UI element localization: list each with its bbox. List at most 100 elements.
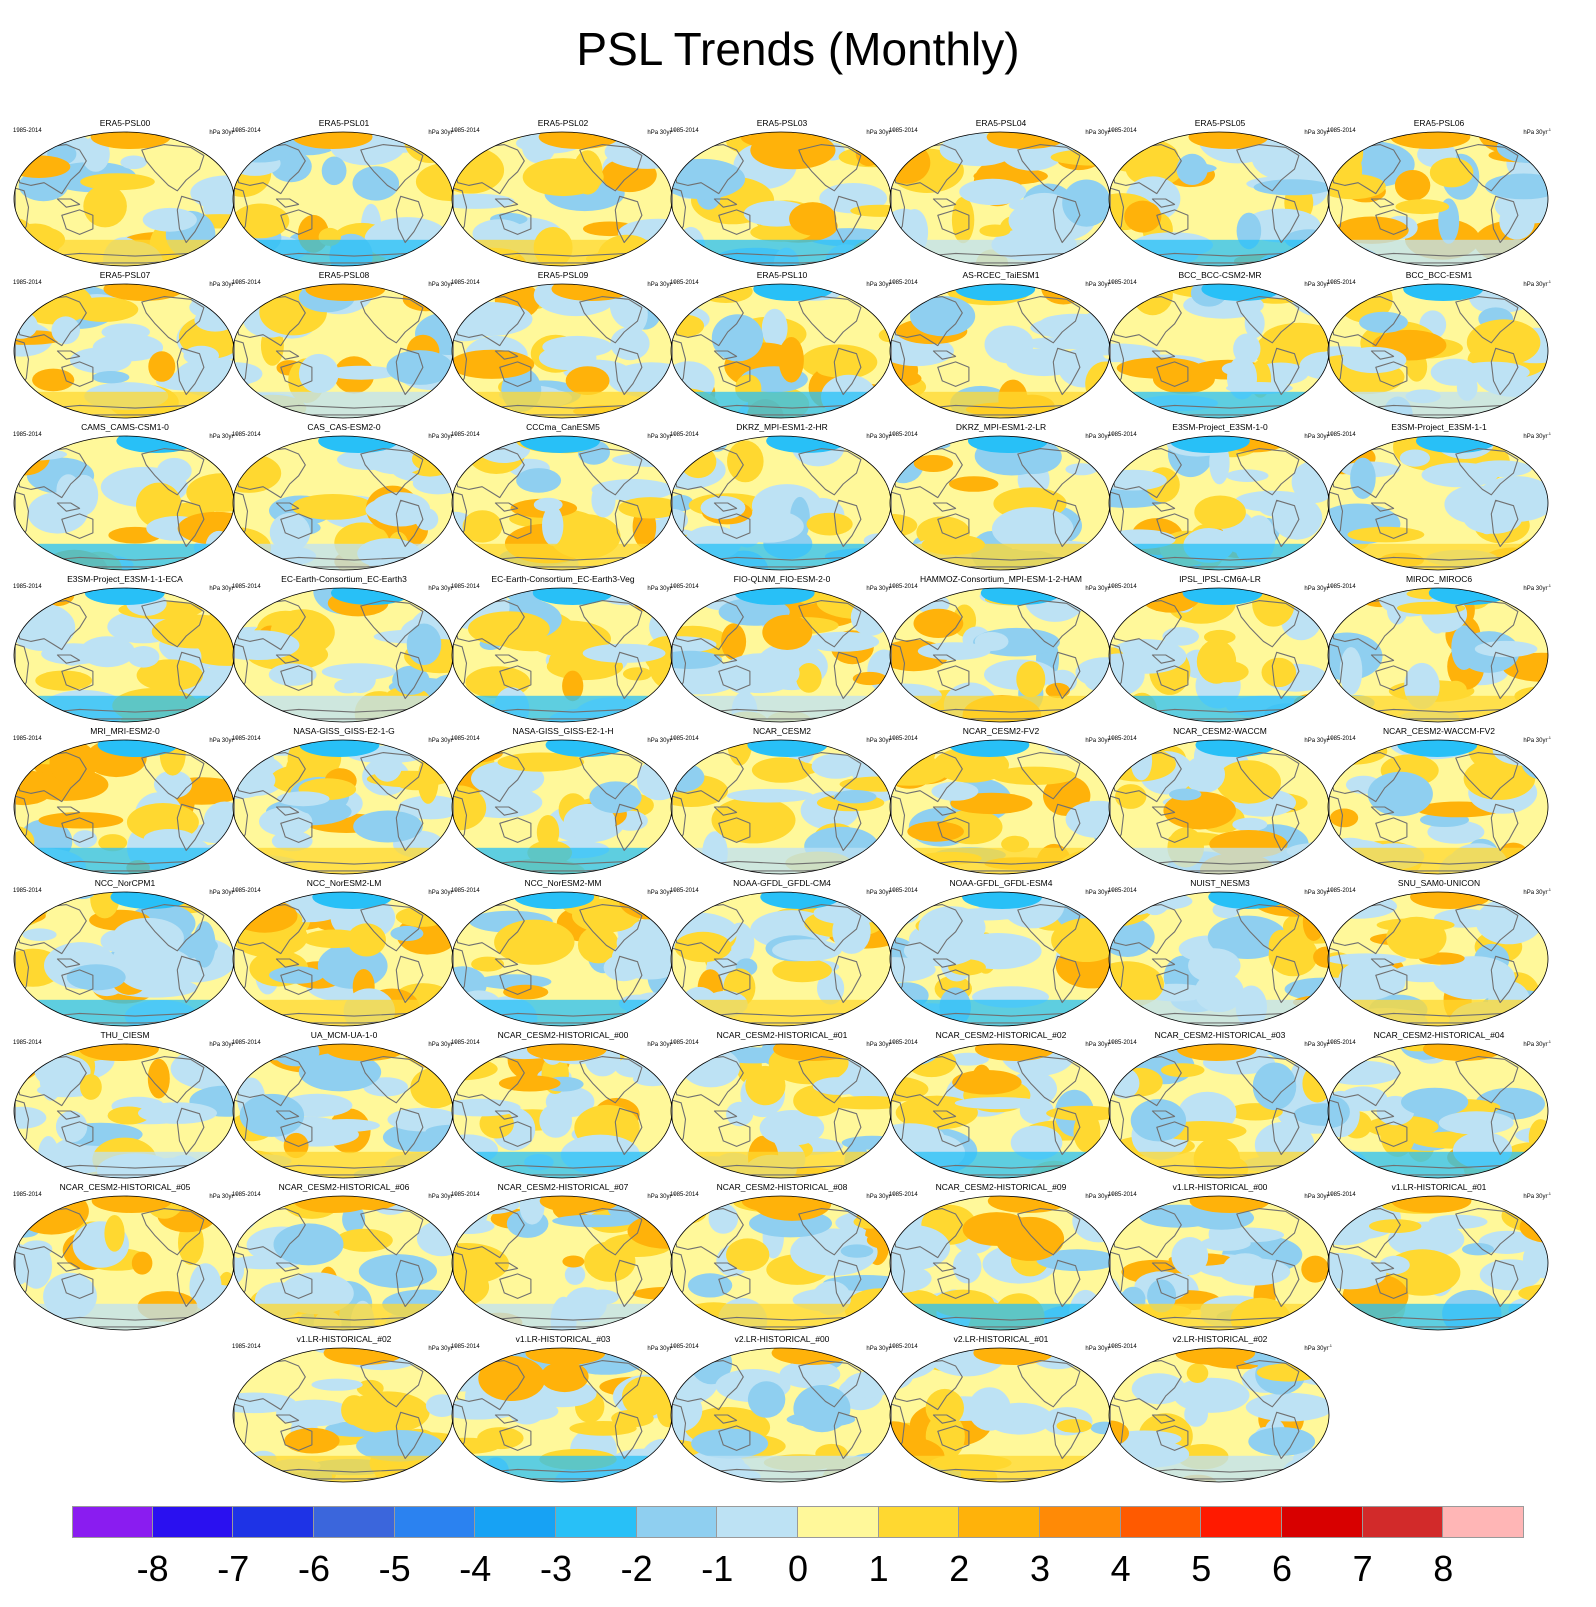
trend-blob [1369,1219,1422,1233]
panel-title: NOAA-GFDL_GFDL-ESM4 [949,878,1053,888]
map-panel: NCAR_CESM2 1985-2014 hPa 30yr-1 [670,726,894,875]
coastline [1079,1354,1097,1370]
trend-map [1327,1195,1549,1331]
coastline [499,969,532,995]
panel-title: MRI_MRI-ESM2-0 [90,726,160,736]
unit-exponent: -1 [233,583,237,588]
unit-exponent: -1 [1547,127,1551,132]
map-panel: BCC_BCC-CSM2-MR 1985-2014 hPa 30yr-1 [1108,270,1332,419]
trend-blob [1302,903,1325,941]
panel-title: ERA5-PSL04 [975,118,1027,128]
coastline [1079,746,1097,762]
panel-title: NCAR_CESM2-HISTORICAL_#06 [278,1182,410,1192]
panel-unit-label: hPa 30yr-1 [428,1191,456,1200]
coastline [798,904,862,952]
coastline [395,195,424,244]
trend-blob [1313,946,1329,968]
coastline [798,752,862,800]
coastline [932,502,957,512]
colorbar [72,1506,1524,1538]
arctic-trend [1169,436,1250,453]
panel-period-label: 1985-2014 [451,1192,480,1198]
trend-blob [142,207,197,232]
coastline [833,955,862,1004]
panel-unit-label: hPa 30yr-1 [428,1343,456,1352]
arctic-trend [305,284,386,301]
trend-blob [1339,647,1363,695]
trend-blob [1109,1011,1125,1024]
coastline [1517,746,1535,762]
coastline [1017,1360,1081,1408]
arctic-trend [318,436,399,453]
trend-blob [1502,652,1548,682]
colorbar-swatch [798,1506,879,1538]
panel-period-label: 1985-2014 [670,888,699,894]
coastline [1236,904,1300,952]
panel-title: ERA5-PSL02 [537,118,589,128]
trend-blob [1021,337,1106,350]
trend-blob [1293,1103,1329,1126]
coastline [141,904,205,952]
trend-blob [562,1255,585,1268]
trend-blob [1328,740,1350,751]
coastline [641,594,659,610]
trend-blob [671,636,717,653]
colorbar-tick-label: 5 [1191,1548,1212,1589]
trend-map [889,435,1111,571]
trend-blob [138,1102,217,1124]
map-panel: UA_MCM-UA-1-0 1985-2014 hPa 30yr-1 [232,1030,456,1179]
coastline [1298,746,1316,762]
panel-unit-label: hPa 30yr-1 [1085,1191,1113,1200]
trend-blob [14,554,49,570]
unit-text: hPa 30yr [1085,434,1110,440]
arctic-trend [520,436,600,453]
map-panel: NCAR_CESM2-HISTORICAL_#00 1985-2014 hPa 30… [451,1030,675,1179]
colorbar-tick-label: -3 [539,1548,573,1589]
panel-title: ERA5-PSL07 [99,270,151,280]
colorbar-tick-label: 7 [1352,1548,1373,1589]
trend-blob [120,155,147,170]
map-panel: ERA5-PSL01 1985-2014 hPa 30yr-1 [232,118,456,267]
unit-exponent: -1 [452,279,456,284]
coastline [1370,958,1395,968]
trend-blob [177,511,234,545]
trend-blob [239,1093,305,1137]
arctic-trend [1208,892,1289,909]
colorbar-swatch [1362,1506,1444,1538]
trend-blob [80,1074,102,1100]
coastline [1298,898,1316,914]
trend-blob [98,834,128,852]
coastline [937,209,970,235]
trend-map [451,283,673,419]
unit-exponent: -1 [1109,279,1113,284]
panel-period-label: 1985-2014 [1108,280,1137,286]
trend-blob [1109,961,1164,1008]
unit-exponent: -1 [671,431,675,436]
trend-blob [674,1044,716,1066]
trend-blob [762,614,813,650]
coastline [61,1273,94,1299]
unit-exponent: -1 [1328,1039,1332,1044]
trend-blob [1438,1111,1514,1135]
trend-blob [80,173,155,191]
coastline [203,138,221,154]
coastline [280,1425,313,1451]
trend-map [1108,1347,1330,1483]
coastline [641,746,659,762]
panel-period-label: 1985-2014 [232,584,261,590]
panel-period-label: 1985-2014 [232,888,261,894]
panel-unit-label: hPa 30yr-1 [1085,1343,1113,1352]
panel-period-label: 1985-2014 [889,1040,918,1046]
trend-blob [811,753,861,779]
coastline [61,817,94,843]
coastline [833,1259,862,1308]
trend-blob [539,1103,573,1138]
trend-blob [1130,740,1153,781]
trend-blob [462,510,503,543]
trend-map [451,891,673,1027]
colorbar-tick-label: -5 [378,1548,411,1589]
colorbar-swatch [1282,1506,1363,1538]
unit-exponent: -1 [1328,127,1332,132]
coastline [176,1107,205,1156]
trend-blob [1163,791,1236,830]
